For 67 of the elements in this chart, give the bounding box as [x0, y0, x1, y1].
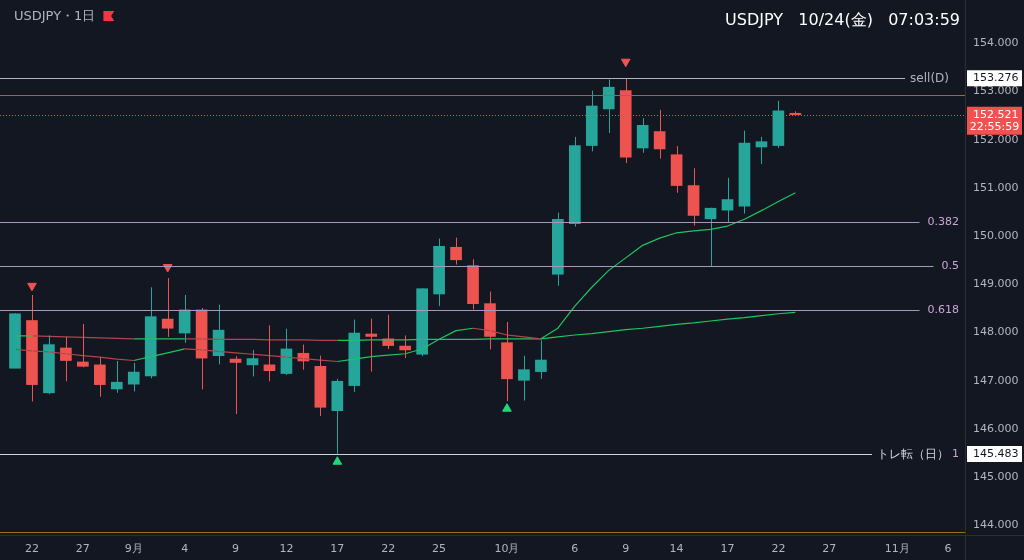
x-tick-label: 22	[381, 542, 396, 556]
x-tick-label: 9	[232, 542, 240, 556]
candlestick	[535, 339, 547, 380]
candlestick	[26, 294, 38, 402]
y2-tick-label: 0.382	[927, 214, 959, 228]
candlestick	[518, 355, 530, 402]
candlestick	[161, 277, 174, 338]
x-tick-label: 4	[181, 542, 189, 556]
point	[620, 58, 631, 68]
candlestick	[331, 378, 344, 455]
candlestick	[585, 90, 598, 152]
x-tick-label: 11月	[884, 542, 910, 556]
y2-tick-label: 1	[952, 446, 959, 460]
y2-tick-label: 0.618	[927, 303, 959, 317]
candlestick	[9, 312, 21, 369]
y-tick-label: 146.000	[973, 421, 1019, 435]
candlestick	[110, 360, 123, 394]
y-tick-label: 152.521	[973, 107, 1019, 121]
point	[332, 456, 343, 465]
point	[502, 403, 512, 412]
candlestick	[416, 287, 428, 357]
candlestick	[77, 323, 89, 368]
x-tick-label: 9月	[124, 542, 143, 556]
candlestick	[43, 334, 55, 395]
y-tick-label: 148.000	[973, 325, 1019, 339]
x-tick-label: 14	[669, 542, 684, 556]
y-tick-label: 153.000	[973, 84, 1019, 98]
candlestick	[450, 237, 462, 266]
ref-line-label: sell(D)	[910, 70, 949, 85]
x-tick-label: 27	[822, 542, 837, 556]
y-tick-label: 144.000	[973, 518, 1019, 532]
x-tick-label: 12	[279, 542, 294, 556]
y-tick-label: 151.000	[973, 180, 1019, 194]
text: USDJPY 10/24(金) 07:03:59	[725, 10, 960, 31]
candlestick	[433, 238, 445, 307]
candlestick	[348, 319, 361, 393]
y2-tick-label: 0.5	[941, 258, 959, 272]
x-tick-label: 22	[771, 542, 786, 556]
candlestick	[467, 258, 479, 310]
ref-line-label: トレ転（日）	[877, 446, 949, 461]
y-tick-label: 147.000	[973, 373, 1019, 387]
text: 22:55:59	[969, 119, 1020, 133]
y-tick-label: 154.000	[973, 36, 1019, 50]
point	[27, 282, 37, 292]
candlestick	[568, 136, 581, 228]
candlestick	[93, 356, 106, 398]
x-tick-label: 27	[75, 542, 90, 556]
candlestick	[636, 117, 649, 154]
x-tick-label: 6	[571, 542, 579, 556]
candlestick	[552, 212, 564, 287]
x-tick-label: 10月	[494, 542, 520, 556]
candlestick	[144, 286, 157, 379]
x-tick-label: 17	[720, 542, 735, 556]
y-tick-label: 150.000	[973, 229, 1019, 243]
candlestick	[365, 318, 378, 373]
x-tick-label: 22	[24, 542, 39, 556]
y-tick-label: 149.000	[973, 277, 1019, 291]
x-tick-label: 9	[622, 542, 630, 556]
y-tick-label: 152.000	[973, 132, 1019, 146]
x-tick-label: 6	[944, 542, 952, 556]
x-tick-label: 17	[330, 542, 345, 556]
y-tick-label: 145.483	[973, 446, 1019, 460]
text: USDJPY・1日	[14, 7, 96, 25]
x-tick-label: 25	[432, 542, 447, 556]
y-tick-label: 153.276	[973, 71, 1019, 85]
y-tick-label: 145.000	[973, 470, 1019, 484]
candlestick	[501, 321, 513, 402]
